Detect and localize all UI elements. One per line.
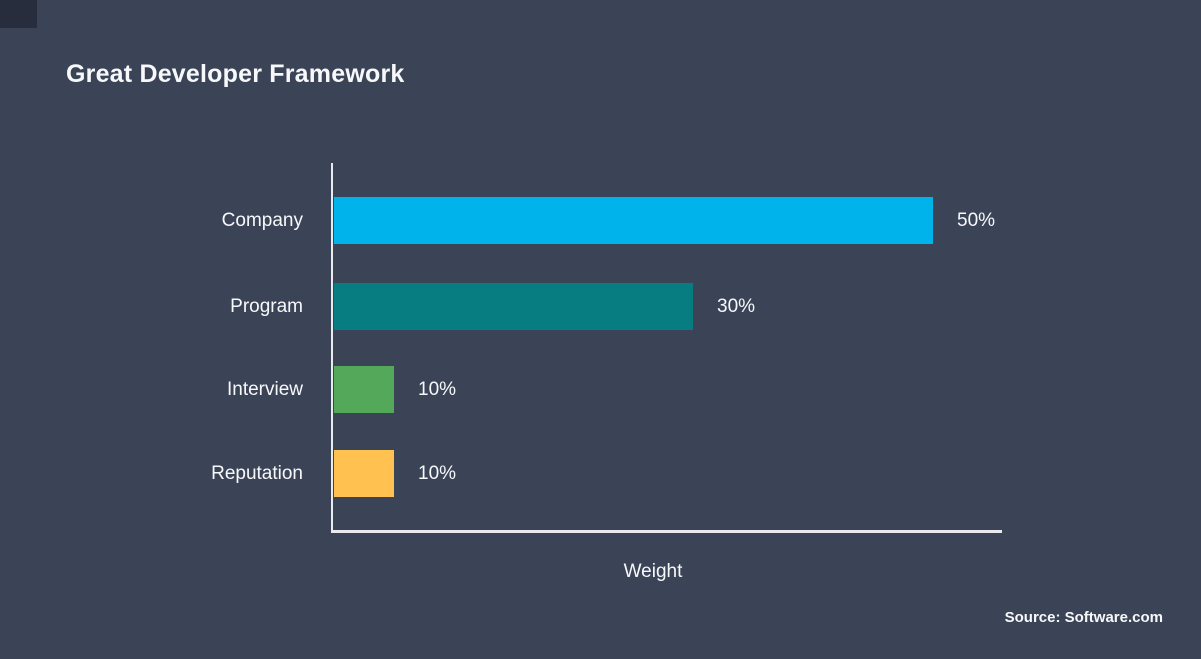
- bar-interview: [334, 366, 394, 413]
- bar-reputation: [334, 450, 394, 497]
- y-axis-line: [331, 163, 333, 532]
- category-label-company: Company: [221, 210, 303, 231]
- value-label-program: 30%: [717, 296, 756, 317]
- corner-accent: [0, 0, 37, 28]
- value-label-interview: 10%: [418, 379, 457, 400]
- chart-title: Great Developer Framework: [66, 60, 405, 88]
- bar-program: [334, 283, 693, 330]
- category-label-interview: Interview: [226, 379, 303, 400]
- x-axis-title: Weight: [623, 561, 683, 582]
- bar-company: [334, 197, 933, 244]
- source-credit: Source: Software.com: [1004, 609, 1163, 626]
- value-label-company: 50%: [957, 210, 996, 231]
- x-axis-line: [331, 530, 1002, 533]
- category-label-program: Program: [230, 296, 303, 317]
- value-label-reputation: 10%: [418, 463, 457, 484]
- category-label-reputation: Reputation: [211, 463, 303, 484]
